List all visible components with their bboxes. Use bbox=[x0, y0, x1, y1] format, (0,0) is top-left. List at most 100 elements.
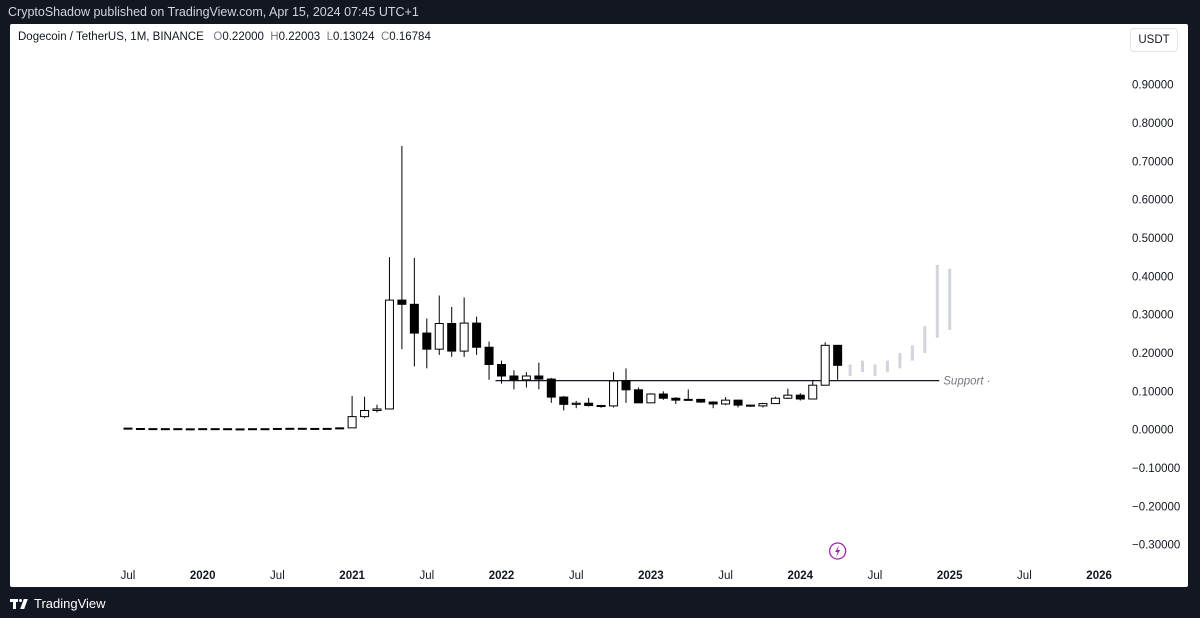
y-axis-tick-label: 0.80000 bbox=[1132, 118, 1174, 130]
projection-bar bbox=[848, 364, 852, 376]
x-axis-tick-label: 2024 bbox=[788, 570, 814, 582]
candle-up[interactable] bbox=[459, 322, 469, 352]
candle-up[interactable] bbox=[360, 410, 370, 418]
y-axis-tick-label: 0.60000 bbox=[1132, 195, 1174, 207]
candle-up[interactable] bbox=[372, 408, 382, 412]
published-text: CryptoShadow published on TradingView.co… bbox=[8, 5, 419, 19]
candle-up[interactable] bbox=[820, 344, 830, 386]
candle-up[interactable] bbox=[808, 384, 818, 400]
candle-down[interactable] bbox=[621, 380, 631, 391]
x-axis-tick-label: Jul bbox=[718, 570, 733, 582]
open-value: 0.22000 bbox=[222, 31, 264, 43]
y-axis-tick-label: 0.50000 bbox=[1132, 233, 1174, 245]
candle-down[interactable] bbox=[409, 303, 419, 334]
candlestick-chart[interactable]: 0.90000 0.80000 0.70000 0.60000 0.50000 0.400… bbox=[10, 24, 1188, 587]
y-axis-tick-label: −0.20000 bbox=[1132, 501, 1180, 513]
candle-down[interactable] bbox=[596, 405, 606, 408]
candle-down[interactable] bbox=[173, 428, 183, 431]
candle-down[interactable] bbox=[509, 375, 519, 381]
candle-down[interactable] bbox=[795, 394, 805, 400]
candle-down[interactable] bbox=[397, 299, 407, 305]
candle-up[interactable] bbox=[198, 428, 208, 431]
x-axis-tick-label: 2023 bbox=[638, 570, 664, 582]
candle-up[interactable] bbox=[721, 399, 731, 405]
candle-up[interactable] bbox=[160, 428, 170, 431]
x-axis-tick-label: 2021 bbox=[339, 570, 365, 582]
y-axis-tick-label: −0.30000 bbox=[1132, 540, 1180, 552]
x-axis-tick-label: Jul bbox=[1017, 570, 1032, 582]
candle-down[interactable] bbox=[497, 364, 506, 377]
projection-bar bbox=[873, 364, 877, 376]
candle-down[interactable] bbox=[559, 396, 569, 405]
candle-up[interactable] bbox=[683, 398, 693, 401]
candle-down[interactable] bbox=[484, 346, 494, 365]
candle-down[interactable] bbox=[671, 397, 681, 401]
candle-down[interactable] bbox=[135, 428, 145, 431]
candle-down[interactable] bbox=[310, 427, 320, 430]
candle-up[interactable] bbox=[347, 416, 357, 429]
candle-up[interactable] bbox=[235, 428, 245, 431]
candle-down[interactable] bbox=[633, 389, 643, 404]
x-axis-tick-label: 2022 bbox=[489, 570, 515, 582]
high-value: 0.22003 bbox=[278, 31, 321, 43]
candle-up[interactable] bbox=[384, 299, 394, 410]
candle-down[interactable] bbox=[260, 428, 270, 431]
published-header: CryptoShadow published on TradingView.co… bbox=[0, 0, 1200, 24]
x-axis-tick-label: 2025 bbox=[937, 570, 963, 582]
support-label: Support · bbox=[943, 376, 990, 388]
candle-up[interactable] bbox=[770, 397, 780, 405]
candle-up[interactable] bbox=[335, 427, 345, 430]
candle-up[interactable] bbox=[609, 380, 619, 407]
tradingview-brand: TradingView bbox=[34, 596, 106, 611]
candle-down[interactable] bbox=[708, 401, 718, 405]
candle-down[interactable] bbox=[546, 378, 556, 398]
candle-up[interactable] bbox=[248, 428, 257, 431]
candle-up[interactable] bbox=[783, 394, 793, 399]
candle-down[interactable] bbox=[297, 427, 307, 430]
y-axis-tick-label: 0.20000 bbox=[1132, 348, 1174, 360]
candle-down[interactable] bbox=[123, 427, 133, 430]
candle-down[interactable] bbox=[185, 428, 195, 431]
close-label: C bbox=[380, 31, 390, 43]
candle-down[interactable] bbox=[447, 322, 457, 352]
candle-up[interactable] bbox=[758, 403, 768, 407]
symbol-info: Dogecoin / TetherUS, 1M, BINANCE bbox=[18, 31, 204, 43]
candle-down[interactable] bbox=[534, 375, 544, 380]
y-axis-tick-label: 0.00000 bbox=[1132, 425, 1174, 437]
currency-button[interactable]: USDT bbox=[1130, 28, 1178, 52]
candle-up[interactable] bbox=[434, 322, 444, 350]
candle-down[interactable] bbox=[584, 402, 594, 407]
y-axis-tick-label: 0.90000 bbox=[1132, 80, 1174, 92]
candle-down[interactable] bbox=[148, 428, 158, 431]
footer: TradingView bbox=[0, 589, 1200, 618]
y-axis-tick-label: 0.10000 bbox=[1132, 386, 1174, 398]
candle-down[interactable] bbox=[696, 398, 706, 403]
candle-down[interactable] bbox=[223, 428, 233, 431]
projection-bar bbox=[935, 264, 939, 338]
tradingview-logo[interactable]: TradingView bbox=[10, 596, 106, 611]
candle-up[interactable] bbox=[272, 427, 282, 430]
candle-down[interactable] bbox=[422, 332, 432, 350]
candle-up[interactable] bbox=[521, 375, 531, 381]
projection-bar bbox=[923, 326, 927, 353]
candle-down[interactable] bbox=[833, 344, 843, 366]
y-axis-tick-label: 0.70000 bbox=[1132, 156, 1174, 168]
chart-legend: Dogecoin / TetherUS, 1M, BINANCE O0.2200… bbox=[18, 31, 431, 43]
candle-down[interactable] bbox=[733, 399, 743, 406]
y-axis-tick-label: −0.10000 bbox=[1132, 463, 1180, 475]
candle-up[interactable] bbox=[571, 402, 581, 405]
candle-up[interactable] bbox=[322, 427, 332, 430]
candle-down[interactable] bbox=[746, 404, 755, 407]
close-value: 0.16784 bbox=[389, 31, 431, 43]
candle-down[interactable] bbox=[658, 393, 668, 399]
event-bolt-glyph bbox=[835, 545, 841, 557]
candle-down[interactable] bbox=[210, 428, 220, 431]
projection-bar bbox=[861, 360, 865, 373]
chart-panel[interactable]: 0.90000 0.80000 0.70000 0.60000 0.50000 0.400… bbox=[10, 24, 1188, 587]
y-axis-tick-label: 0.40000 bbox=[1132, 271, 1174, 283]
candle-up[interactable] bbox=[285, 427, 295, 430]
candle-down[interactable] bbox=[472, 322, 482, 348]
candle-up[interactable] bbox=[646, 393, 656, 404]
x-axis-tick-label: Jul bbox=[419, 570, 434, 582]
x-axis-tick-label: Jul bbox=[270, 570, 285, 582]
